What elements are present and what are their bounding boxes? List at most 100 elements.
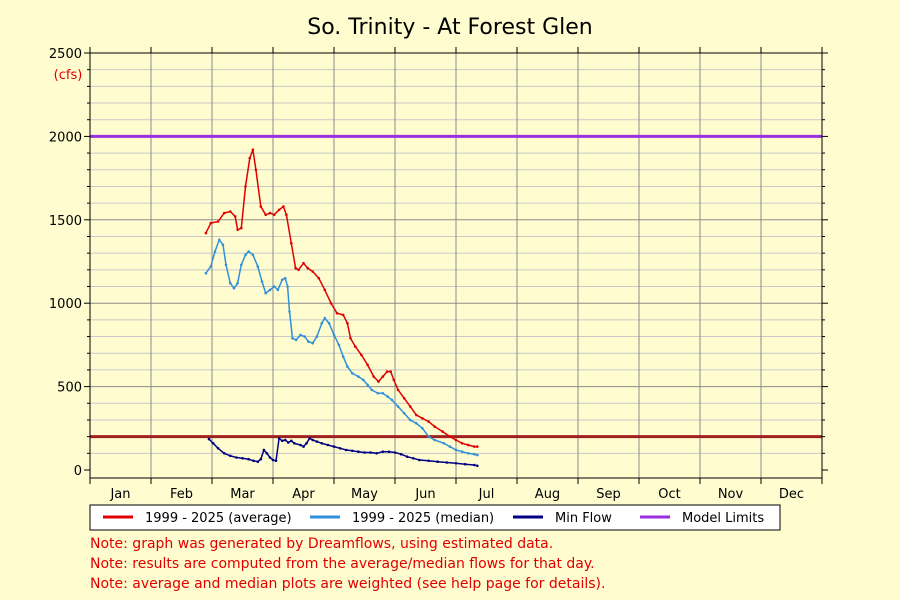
series-3-point (315, 440, 319, 443)
series-1-point (402, 397, 406, 400)
series-1-point (460, 442, 464, 445)
series-1-point (346, 321, 349, 325)
series-1-point (385, 370, 389, 373)
series-1-point (244, 185, 247, 188)
series-3-point (252, 459, 255, 463)
series-1-point (216, 220, 220, 223)
series-2-point (288, 310, 291, 313)
series-3-point (326, 443, 330, 447)
series-2-point (386, 395, 390, 398)
month-label: Jul (478, 487, 495, 502)
series-1-point (285, 213, 288, 217)
series-1-point (454, 438, 458, 442)
series-1-point (427, 420, 430, 423)
series-2-point (247, 250, 250, 253)
series-2-point (307, 340, 310, 343)
series-1-point (229, 210, 232, 213)
series-3-point (235, 456, 238, 459)
series-1-point (396, 388, 400, 392)
series-3-point (363, 451, 366, 454)
y-tick-label: 2500 (49, 47, 82, 62)
series-3-point (262, 448, 266, 452)
series-1-point (389, 370, 393, 373)
series-2-point (433, 438, 437, 442)
series-3-point (476, 464, 479, 468)
series-1-point (233, 215, 237, 218)
series-3-point (351, 449, 354, 453)
series-1-point (290, 241, 293, 245)
series-2-point (303, 335, 307, 338)
series-1-point (222, 211, 226, 215)
series-1-point (377, 380, 380, 383)
series-2-point (229, 281, 232, 285)
series-1-point (421, 417, 424, 420)
series-3-point (375, 452, 379, 455)
series-1-point (381, 375, 385, 378)
month-label: Sep (596, 487, 621, 502)
y-tick-label: 500 (57, 381, 82, 396)
series-line-2 (205, 238, 478, 456)
series-1-point (259, 205, 263, 208)
series-1-point (294, 266, 297, 270)
series-2-point (351, 372, 354, 375)
legend-label: Min Flow (555, 511, 612, 526)
series-1-point (360, 353, 363, 357)
series-3-point (338, 447, 342, 450)
legend-label: 1999 - 2025 (median) (352, 511, 494, 526)
series-1-point (248, 156, 252, 160)
chart-title: So. Trinity - At Forest Glen (307, 15, 592, 40)
series-lines (204, 148, 479, 468)
series-2-point (315, 335, 319, 338)
series-3-point (305, 442, 308, 445)
series-3-point (290, 439, 293, 443)
series-2-point (240, 263, 243, 267)
series-2-point (218, 238, 221, 242)
month-label: Jun (414, 487, 435, 502)
series-3-point (299, 443, 302, 447)
series-1-point (236, 228, 239, 232)
legend-label: 1999 - 2025 (average) (145, 511, 292, 526)
series-3-point (222, 452, 226, 455)
month-label: Mar (230, 487, 255, 502)
series-2-point (280, 278, 284, 282)
series-2-point (341, 355, 345, 358)
series-2-point (346, 365, 349, 368)
series-2-point (268, 288, 272, 292)
series-3-point (399, 452, 403, 456)
series-3-point (302, 445, 305, 448)
series-3-point (311, 438, 315, 442)
month-label: Aug (535, 487, 560, 502)
series-1-point (323, 288, 327, 292)
series-1-point (209, 221, 213, 225)
series-1-point (317, 276, 321, 280)
series-1-point (329, 301, 333, 305)
series-3-point (436, 460, 440, 464)
series-3-point (332, 445, 336, 448)
month-label: Oct (658, 487, 680, 502)
series-2-point (276, 288, 280, 292)
series-2-point (221, 243, 225, 247)
series-2-point (299, 333, 302, 337)
y-tick-label: 2000 (49, 130, 82, 145)
y-tick-label: 1000 (49, 297, 82, 312)
series-1-point (476, 445, 479, 448)
series-3-point (259, 457, 263, 461)
series-2-point (396, 405, 400, 408)
series-3-point (473, 463, 476, 467)
note-line: Note: average and median plots are weigh… (90, 576, 605, 592)
series-3-point (445, 461, 449, 464)
series-2-point (323, 316, 327, 320)
series-2-point (473, 452, 476, 456)
series-3-point (280, 439, 284, 443)
series-1-point (409, 405, 412, 408)
y-unit-label: (cfs) (54, 68, 83, 83)
series-2-point (260, 280, 264, 283)
series-2-point (232, 286, 236, 290)
series-2-point (236, 281, 239, 285)
grid (90, 53, 822, 478)
month-label: Apr (292, 487, 315, 502)
series-3-point (241, 457, 244, 460)
series-2-point (283, 276, 287, 280)
series-3-point (308, 437, 311, 440)
series-2-point (224, 263, 228, 267)
